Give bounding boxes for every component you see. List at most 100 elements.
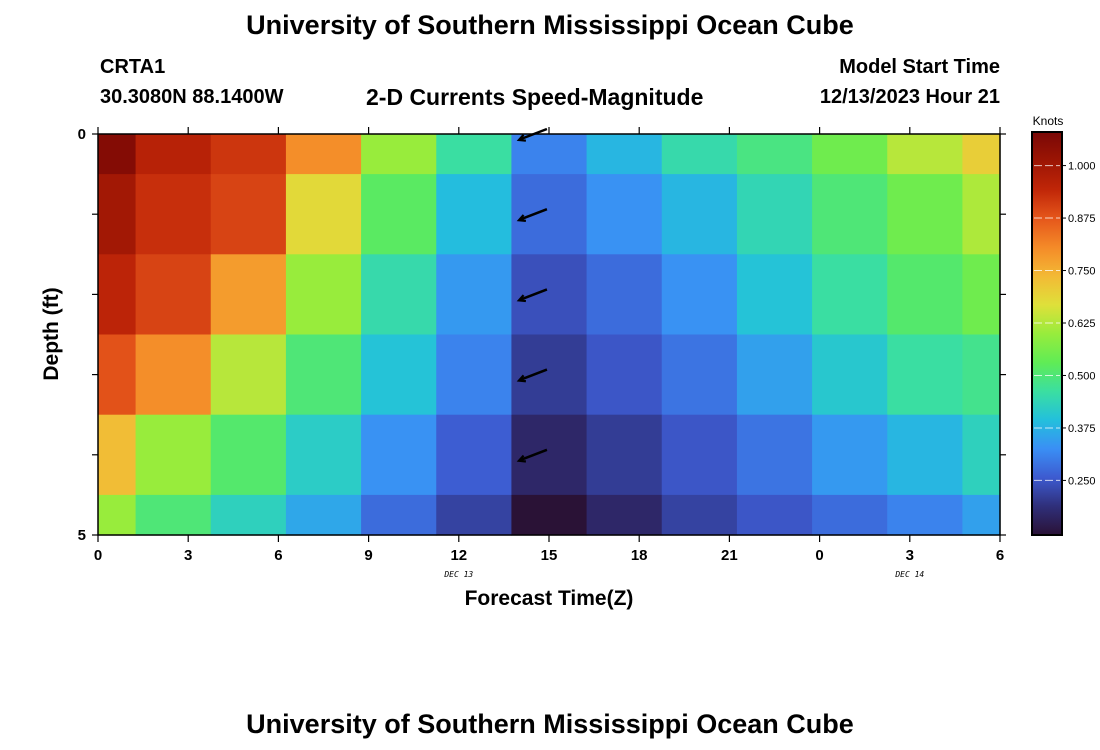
colorbar-tick-label: 0.750 xyxy=(1068,266,1096,278)
current-vector-arrow xyxy=(516,448,548,463)
x-tick-label: 3 xyxy=(906,547,914,564)
x-axis-label: Forecast Time(Z) xyxy=(465,587,634,610)
heatmap-cell xyxy=(436,254,513,336)
heatmap-cell xyxy=(361,254,437,336)
vector-head xyxy=(516,214,527,222)
vector-head xyxy=(516,134,527,142)
station-coordinates: 30.3080N 88.1400W xyxy=(100,86,284,108)
date-labels: DEC 13 DEC 14 xyxy=(443,570,924,579)
heatmap-cell xyxy=(736,334,813,416)
heatmap-cell xyxy=(285,254,362,336)
colorbar-tick-label: 0.500 xyxy=(1068,370,1096,382)
heatmap-cell xyxy=(962,494,1001,536)
colorbar-title: Knots xyxy=(1033,114,1064,128)
heatmap-cell xyxy=(661,174,738,255)
heatmap-cell xyxy=(661,254,738,336)
heatmap-cell xyxy=(210,254,287,336)
heatmap-cell xyxy=(210,494,287,536)
heatmap-cell xyxy=(736,134,813,175)
heatmap-cell xyxy=(98,254,137,336)
current-vectors xyxy=(516,127,548,463)
heatmap-cell xyxy=(511,334,588,416)
heatmap-cell xyxy=(135,134,212,175)
heatmap-cell xyxy=(887,494,964,536)
heatmap-cell xyxy=(962,174,1001,255)
heatmap-cell xyxy=(285,174,362,255)
heatmap-cell xyxy=(135,494,212,536)
heatmap-cell xyxy=(736,254,813,336)
colorbar-tick-label: 0.875 xyxy=(1068,213,1096,225)
heatmap-cell xyxy=(285,414,362,496)
y-tick-label: 0 xyxy=(78,126,86,143)
heatmap-cell xyxy=(436,414,513,496)
colorbar-tick-label: 0.375 xyxy=(1068,423,1096,435)
colorbar-tick-label: 1.000 xyxy=(1068,161,1096,173)
heatmap-cell xyxy=(887,254,964,336)
x-tick-label: 0 xyxy=(94,547,102,564)
heatmap-cell xyxy=(962,254,1001,336)
heatmap-cell xyxy=(661,414,738,496)
heatmap-cell xyxy=(586,174,663,255)
heatmap-cell xyxy=(98,414,137,496)
heatmap-cell xyxy=(98,494,137,536)
station-id: CRTA1 xyxy=(100,56,166,78)
heatmap-cell xyxy=(98,334,137,416)
heatmap-cell xyxy=(736,174,813,255)
heatmap-cell xyxy=(962,414,1001,496)
colorbar-tick-label: 0.625 xyxy=(1068,318,1096,330)
heatmap-cell xyxy=(135,334,212,416)
heatmap-cell xyxy=(135,414,212,496)
heatmap-cell xyxy=(812,134,888,175)
heatmap-cell xyxy=(98,174,137,255)
vector-head xyxy=(516,454,527,463)
heatmap-cell xyxy=(135,254,212,336)
current-vector-arrow xyxy=(516,288,548,303)
x-tick-label: 15 xyxy=(541,547,558,564)
heatmap-cell xyxy=(511,494,588,536)
heatmap-cell xyxy=(812,334,888,416)
heatmap-cell xyxy=(210,174,287,255)
heatmap-cells xyxy=(98,134,1001,536)
heatmap-cell xyxy=(210,134,287,175)
x-tick-labels: 0 3 6 9 12 15 18 21 0 3 6 xyxy=(94,547,1004,564)
x-tick-label: 6 xyxy=(274,547,282,564)
heatmap-cell xyxy=(210,414,287,496)
heatmap-cell xyxy=(887,414,964,496)
heatmap-cell xyxy=(661,334,738,416)
heatmap-cell xyxy=(436,134,513,175)
vector-head xyxy=(516,294,527,303)
heatmap-cell xyxy=(210,334,287,416)
heatmap-cell xyxy=(586,494,663,536)
colorbar-tick-label: 0.250 xyxy=(1068,475,1096,487)
heatmap-cell xyxy=(98,134,137,175)
axis-ticks xyxy=(92,127,1006,542)
colorbar-gradient xyxy=(1031,131,1063,536)
colorbar: Knots 1.000 0.875 0.750 0.625 0.500 0.375 0.25… xyxy=(1031,114,1096,536)
heatmap-cell xyxy=(436,494,513,536)
heatmap-cell xyxy=(887,334,964,416)
heatmap-cell xyxy=(285,134,362,175)
heatmap-cell xyxy=(812,174,888,255)
heatmap-cell xyxy=(511,254,588,336)
chart-title: University of Southern Mississippi Ocean… xyxy=(246,10,854,40)
heatmap-cell xyxy=(661,134,738,175)
heatmap-cell xyxy=(887,134,964,175)
vector-shaft xyxy=(520,368,548,381)
heatmap-cell xyxy=(661,494,738,536)
y-tick-label: 5 xyxy=(78,527,86,544)
heatmap-cell xyxy=(361,414,437,496)
second-chart-title: University of Southern Mississippi Ocean… xyxy=(246,709,854,739)
heatmap-cell xyxy=(812,414,888,496)
heatmap-cell xyxy=(361,174,437,255)
heatmap-cell xyxy=(361,334,437,416)
x-tick-label: 21 xyxy=(721,547,738,564)
vector-shaft xyxy=(520,448,548,461)
vector-head xyxy=(516,374,527,383)
heatmap-cell xyxy=(361,134,437,175)
model-start-label: Model Start Time xyxy=(839,56,1000,78)
date-label: DEC 13 xyxy=(443,570,473,579)
heatmap-cell xyxy=(135,174,212,255)
current-vector-arrow xyxy=(516,368,548,383)
heatmap-cell xyxy=(887,174,964,255)
x-tick-label: 12 xyxy=(450,547,467,564)
